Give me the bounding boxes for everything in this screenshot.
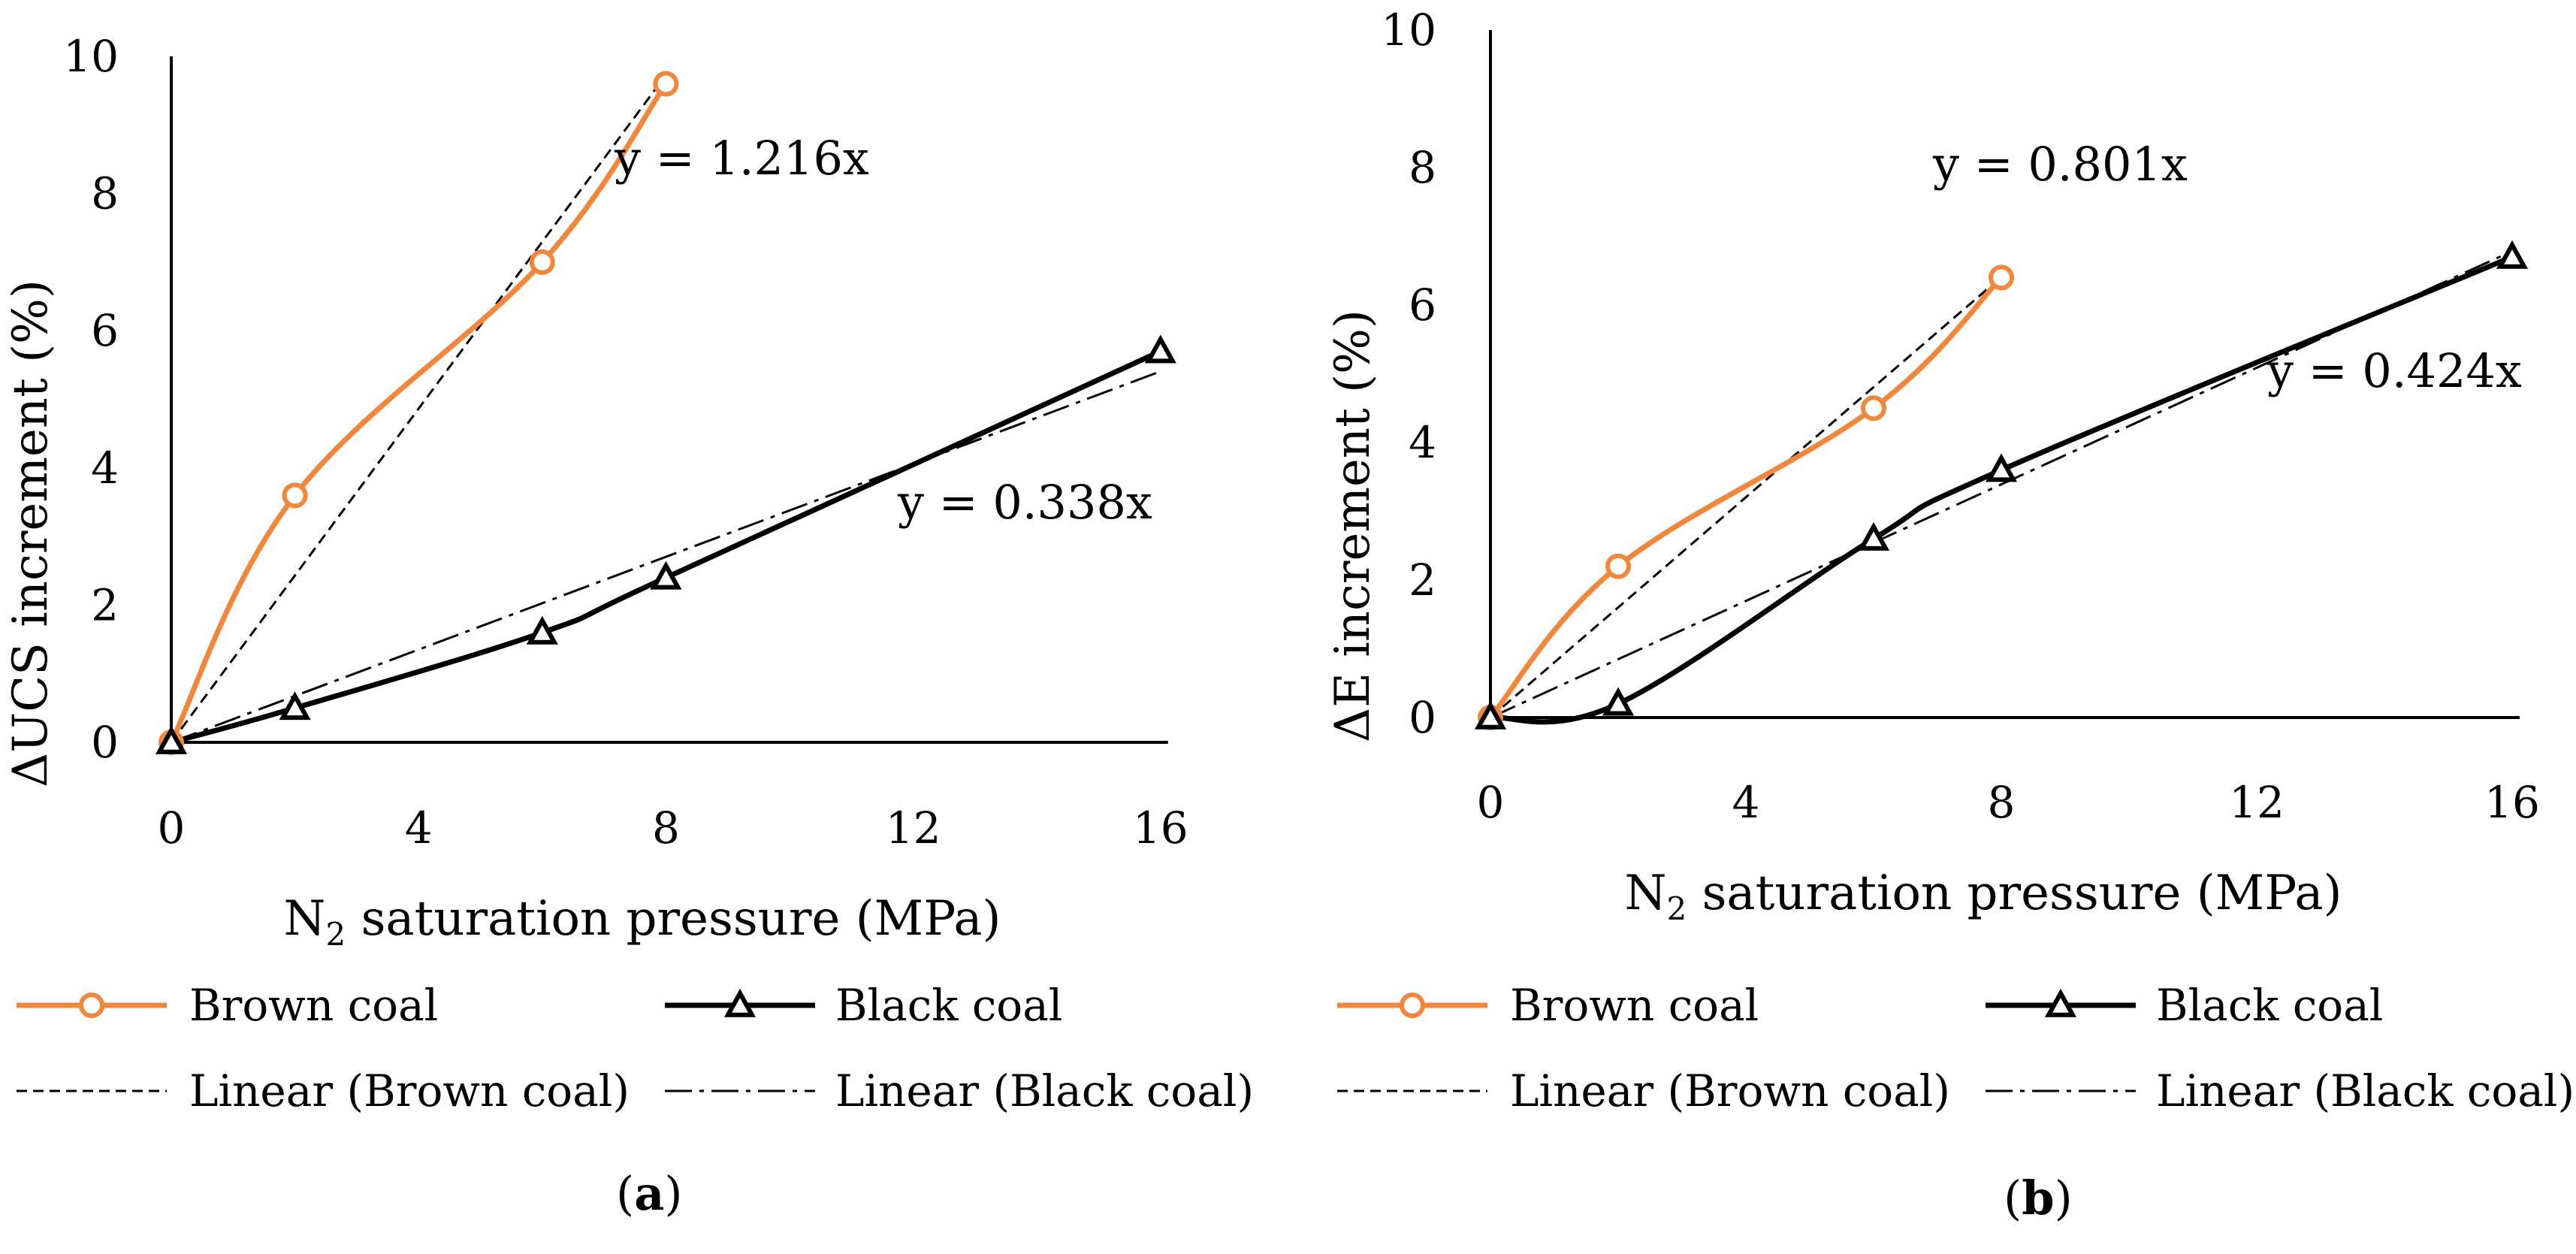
- legend-marker: [79, 993, 104, 1018]
- x-tick-label: 8: [1988, 777, 2016, 828]
- legend-label: Brown coal: [1510, 980, 1759, 1031]
- legend-label: Linear (Brown coal): [1510, 1065, 1950, 1117]
- panel-label: (a): [616, 1166, 683, 1221]
- data-point-black-coal: [279, 691, 311, 721]
- legend-label: Black coal: [2156, 980, 2383, 1031]
- chart-panel-a: 0 2 4 6 8 10 0 4 8 12 16 ΔUCS increment (%) N2 satur…: [3, 31, 1254, 1221]
- data-point-brown-coal: [1605, 553, 1631, 579]
- data-point-brown-coal: [282, 482, 308, 509]
- legend-item: Black coal: [1986, 980, 2383, 1031]
- series-line-brown-coal: [168, 82, 669, 744]
- chart-panel-b: 0 2 4 6 8 10 0 4 8 12 16 ΔE increment (%) N2 saturat…: [1325, 5, 2574, 1225]
- legend-item: Brown coal: [1337, 980, 1759, 1031]
- legend: Brown coal Black coal Linear (Brown coal) L…: [17, 980, 1254, 1117]
- legend-label: Linear (Black coal): [2156, 1065, 2574, 1117]
- data-point-black-coal: [2496, 240, 2529, 269]
- x-tick-label: 0: [158, 802, 186, 854]
- y-tick-label: 0: [1409, 692, 1436, 743]
- x-tick-label: 16: [2484, 777, 2540, 828]
- x-tick-label: 0: [1477, 777, 1505, 828]
- trendline-equation: y = 0.338x: [897, 475, 1152, 530]
- data-point-black-coal: [1985, 453, 2018, 482]
- legend-item: Black coal: [665, 980, 1062, 1031]
- legend-label: Linear (Brown coal): [189, 1065, 630, 1117]
- y-tick-label: 6: [1409, 280, 1436, 331]
- data-point-black-coal: [1474, 700, 1507, 730]
- series-line-black-coal: [171, 349, 1162, 745]
- y-tick-label: 6: [91, 305, 119, 356]
- y-tick-label: 2: [1409, 554, 1436, 606]
- legend-item: Linear (Black coal): [665, 1065, 1254, 1117]
- y-tick-label: 2: [91, 579, 119, 630]
- legend-marker: [2044, 988, 2077, 1017]
- data-point-brown-coal: [1861, 395, 1886, 422]
- data-point-brown-coal: [653, 71, 679, 97]
- legend-label: Linear (Black coal): [835, 1065, 1254, 1117]
- legend-label: Black coal: [835, 980, 1062, 1031]
- data-point-black-coal: [526, 615, 558, 645]
- trendline-brown-coal: [1490, 276, 2002, 719]
- data-point-black-coal: [1602, 687, 1635, 716]
- y-tick-label: 8: [91, 168, 119, 219]
- legend-marker: [723, 988, 756, 1017]
- legend-item: Linear (Brown coal): [17, 1065, 630, 1117]
- y-tick-label: 4: [91, 443, 119, 494]
- x-tick-label: 4: [405, 802, 433, 854]
- y-tick-label: 10: [1381, 5, 1436, 56]
- series-line-black-coal: [1490, 254, 2514, 725]
- y-tick-label: 8: [1409, 142, 1436, 193]
- data-point-black-coal: [650, 561, 682, 590]
- x-axis-title: N2 saturation pressure (MPa): [283, 891, 1001, 953]
- x-tick-label: 8: [652, 802, 680, 854]
- legend-item: Brown coal: [17, 980, 438, 1031]
- y-axis-title: ΔUCS increment (%): [3, 280, 59, 787]
- x-tick-label: 12: [2229, 777, 2285, 828]
- y-tick-label: 10: [63, 31, 119, 82]
- series-line-brown-coal: [1488, 275, 2004, 720]
- data-point-brown-coal: [1989, 264, 2014, 291]
- data-point-black-coal: [1857, 521, 1890, 551]
- y-axis-title: ΔE increment (%): [1325, 310, 1381, 742]
- data-point-brown-coal: [529, 249, 555, 275]
- y-tick-label: 0: [91, 717, 119, 768]
- data-point-black-coal: [155, 725, 188, 754]
- panel-label: (b): [2004, 1171, 2073, 1225]
- legend-item: Linear (Black coal): [1986, 1065, 2574, 1117]
- x-tick-label: 4: [1732, 777, 1760, 828]
- legend: Brown coal Black coal Linear (Brown coal) L…: [1337, 980, 2574, 1117]
- x-tick-label: 16: [1133, 802, 1188, 854]
- y-tick-label: 4: [1409, 417, 1436, 468]
- legend-label: Brown coal: [189, 980, 438, 1031]
- trendline-brown-coal: [170, 74, 667, 743]
- trendline-black-coal: [171, 370, 1161, 744]
- legend-item: Linear (Brown coal): [1337, 1065, 1950, 1117]
- trendline-equation: y = 0.424x: [2266, 343, 2522, 398]
- legend-marker: [1400, 993, 1425, 1018]
- x-tick-label: 12: [886, 802, 941, 854]
- x-axis-title: N2 saturation pressure (MPa): [1624, 866, 2342, 927]
- trendline-equation: y = 0.801x: [1932, 137, 2188, 192]
- data-point-black-coal: [1144, 334, 1176, 364]
- trendline-equation: y = 1.216x: [614, 131, 869, 186]
